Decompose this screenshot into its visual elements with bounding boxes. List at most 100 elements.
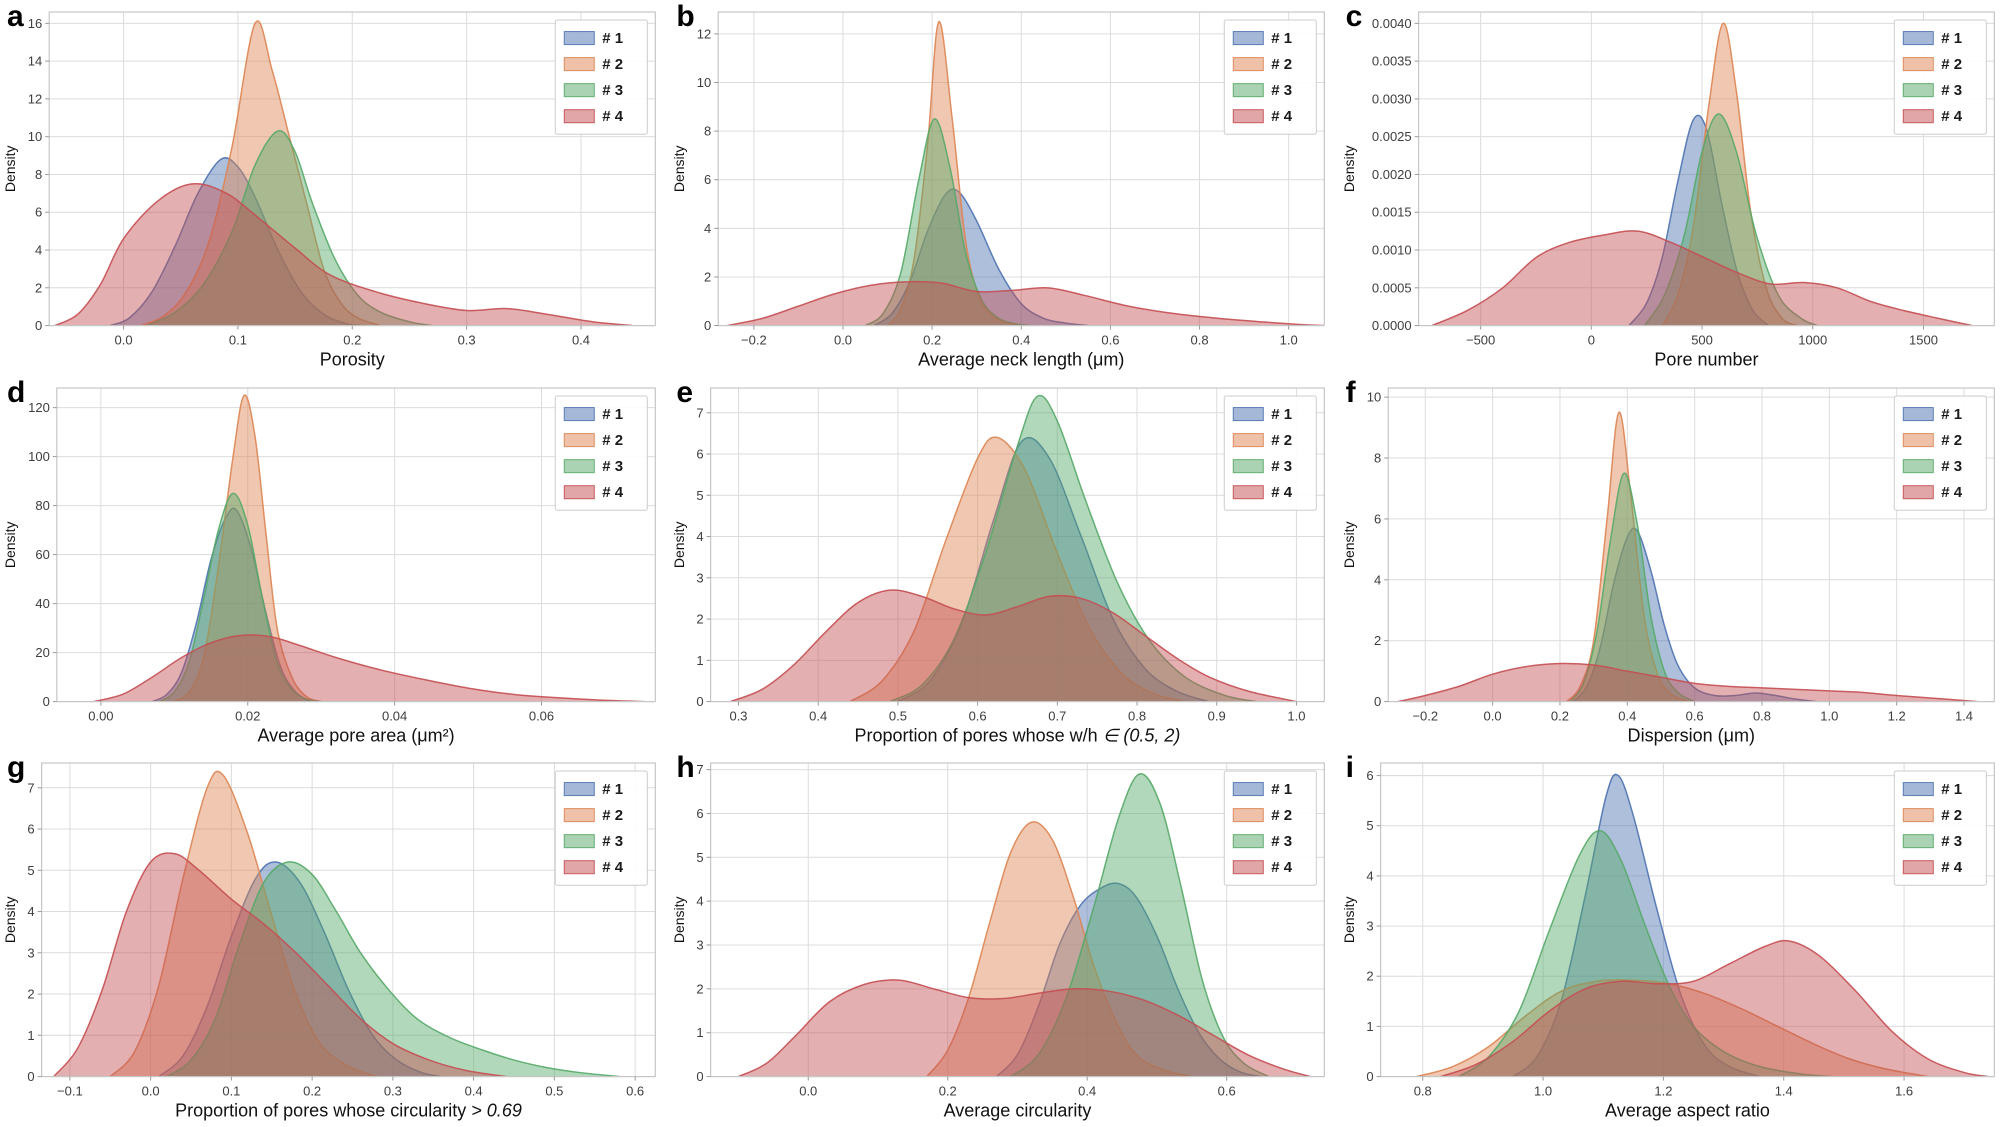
x-tick-label: 0.02 (235, 708, 260, 723)
legend-label-3: # 3 (1941, 458, 1962, 475)
legend: # 1 # 2 # 3 # 4 (1893, 770, 1987, 887)
x-tick-label: 1.0 (1280, 333, 1298, 348)
density-area-series-3 (865, 118, 1031, 326)
legend-swatch-3 (1233, 458, 1265, 473)
axis-ticks: 0.3 0.4 0.5 0.6 0.7 0.8 0.9 1.0 0 1 2 3 4 5 6 7 (697, 405, 1306, 723)
legend-box (1893, 395, 1987, 511)
density-area-series-4 (1440, 940, 1988, 1077)
x-tick-label: 0.8 (1753, 708, 1771, 723)
x-tick-label: 0.5 (889, 708, 907, 723)
y-tick-label: 1 (697, 652, 704, 667)
panel-letter-f: f (1345, 375, 1356, 409)
x-tick-label: 0.2 (1551, 708, 1569, 723)
legend-swatch-2 (563, 57, 595, 72)
density-area-series-2 (887, 21, 1022, 326)
density-line-series-3 (1458, 830, 1832, 1077)
legend: # 1 # 2 # 3 # 4 (1224, 395, 1318, 511)
legend-swatch-1 (1233, 31, 1265, 46)
legend-swatch-1 (1902, 782, 1934, 797)
plot-border (1417, 11, 1995, 327)
y-tick-label: 0 (35, 318, 42, 333)
density-area-series-3 (166, 862, 619, 1077)
legend-swatch-4 (1233, 860, 1265, 875)
legend-label-2: # 2 (1941, 432, 1962, 449)
x-tick-label: 0.0 (142, 1084, 160, 1099)
legend-swatch-2 (1902, 808, 1934, 823)
density-area-series-4 (738, 980, 1311, 1077)
x-tick-label: 0.7 (1049, 708, 1067, 723)
y-tick-label: 5 (697, 850, 704, 865)
panel-h: h 0.0 0.2 0.4 0.6 0 1 2 3 4 5 6 7 Average circularity… (669, 751, 1338, 1127)
density-area-series-1 (1573, 527, 1816, 702)
density-line-series-3 (166, 861, 620, 1077)
density-area-series-1 (1512, 774, 1760, 1077)
x-tick-label: 1.2 (1654, 1084, 1672, 1099)
density-line-series-1 (1628, 114, 1769, 326)
y-axis-label: Density (671, 145, 687, 192)
legend-swatch-1 (563, 406, 595, 421)
x-tick-label: 0.0 (800, 1084, 818, 1099)
x-tick-label: 0.4 (810, 708, 828, 723)
y-tick-label: 0.0015 (1372, 205, 1412, 220)
plot-border (1387, 387, 1995, 702)
y-tick-label: 0 (697, 1069, 704, 1084)
legend-swatch-4 (563, 109, 595, 124)
density-line-series-4 (1397, 662, 1978, 702)
x-tick-label: 0.00 (88, 708, 113, 723)
x-axis-label: Average pore area (μm²) (257, 725, 454, 745)
legend-label-4: # 4 (1941, 484, 1962, 501)
density-line-series-1 (1512, 774, 1760, 1077)
density-area-series-2 (850, 436, 1186, 702)
y-tick-label: 16 (28, 16, 42, 31)
legend-label-2: # 2 (602, 807, 623, 824)
x-tick-label: 500 (1691, 333, 1713, 348)
y-tick-label: 10 (697, 75, 711, 90)
density-line-series-2 (1661, 22, 1798, 326)
x-tick-label: 0.4 (572, 333, 590, 348)
plot-border (41, 762, 656, 1078)
chart-g: −0.1 0.0 0.1 0.2 0.3 0.4 0.5 0.6 0 1 2 3 4 5 6 7 Proport… (2, 762, 656, 1121)
density-area-series-2 (927, 822, 1193, 1077)
gridlines (49, 12, 656, 327)
y-tick-label: 7 (27, 781, 34, 796)
axis-ticks: 0.00 0.02 0.04 0.06 0 20 40 60 80 100 120 (28, 400, 554, 723)
legend-label-2: # 2 (602, 432, 623, 449)
panel-g: g −0.1 0.0 0.1 0.2 0.3 0.4 0.5 0.6 0 1 2 3 4 5 6 7 Propor… (0, 751, 669, 1127)
y-axis-label: Density (1341, 145, 1357, 192)
y-tick-label: 0.0030 (1372, 91, 1412, 106)
x-tick-label: 0.6 (1102, 333, 1120, 348)
x-tick-label: 1500 (1909, 333, 1938, 348)
legend-swatch-1 (563, 31, 595, 46)
legend: # 1 # 2 # 3 # 4 (554, 770, 648, 887)
x-tick-label: 0 (1587, 333, 1594, 348)
x-tick-label: 1.0 (1534, 1084, 1552, 1099)
legend-label-3: # 3 (602, 458, 623, 475)
density-line-series-3 (146, 130, 433, 326)
x-tick-label: 0.0 (834, 333, 852, 348)
density-line-series-1 (897, 436, 1210, 702)
legend-swatch-3 (1233, 83, 1265, 98)
x-tick-label: −500 (1466, 333, 1495, 348)
density-area-series-3 (1010, 774, 1269, 1077)
panel-d: d 0.00 0.02 0.04 0.06 0 20 40 60 80 100 120 Average … (0, 376, 669, 752)
x-tick-label: 0.4 (465, 1084, 483, 1099)
density-line-series-4 (54, 182, 633, 326)
y-tick-label: 1 (697, 1026, 704, 1041)
density-area-series-3 (146, 130, 433, 326)
y-tick-label: 2 (697, 982, 704, 997)
panel-letter-i: i (1345, 751, 1354, 785)
series-group (738, 773, 1311, 1077)
density-line-series-3 (889, 394, 1258, 702)
legend-label-4: # 4 (1272, 484, 1293, 501)
y-tick-label: 4 (27, 904, 34, 919)
legend-label-1: # 1 (602, 30, 623, 47)
y-tick-label: 4 (1366, 869, 1373, 884)
density-line-series-2 (173, 394, 322, 702)
y-tick-label: 3 (697, 570, 704, 585)
y-tick-label: 6 (697, 806, 704, 821)
y-tick-label: 6 (697, 446, 704, 461)
panel-letter-c: c (1345, 0, 1363, 33)
density-area-series-1 (996, 883, 1262, 1077)
legend-box (1224, 19, 1318, 135)
density-line-series-1 (109, 157, 364, 326)
